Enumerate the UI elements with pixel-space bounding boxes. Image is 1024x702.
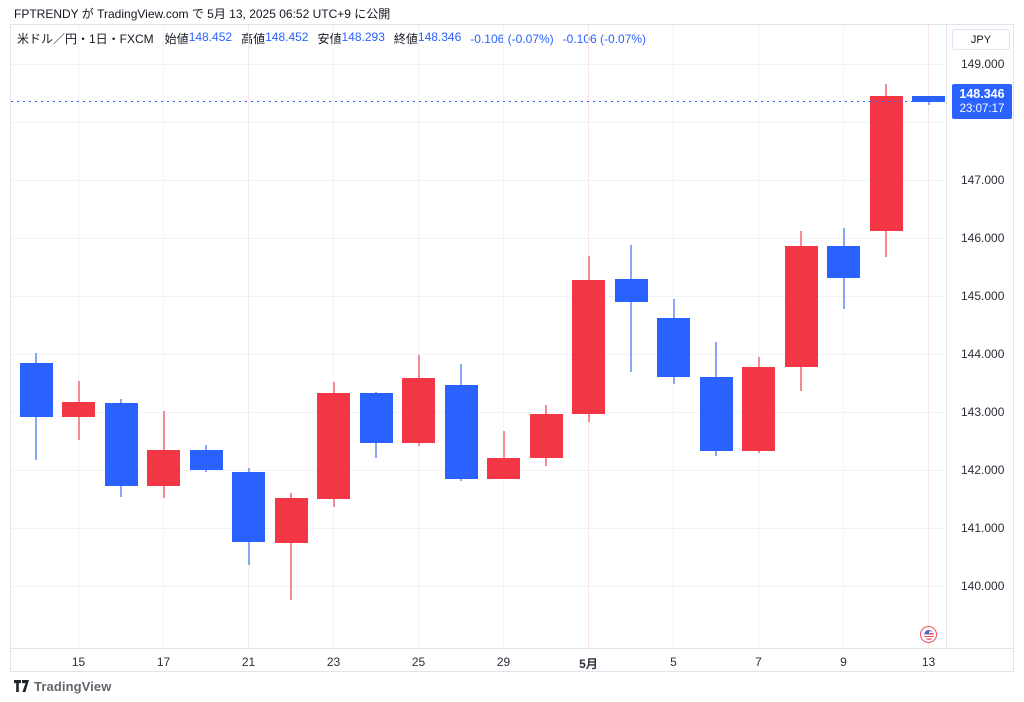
candle-body — [317, 393, 350, 500]
vertical-gridline — [78, 25, 79, 648]
ohlc-field-value: 148.346 — [417, 30, 462, 44]
tradingview-logo-text: TradingView — [34, 679, 112, 694]
currency-toggle-jpy[interactable]: JPY — [952, 29, 1010, 50]
time-axis-label: 9 — [840, 655, 847, 669]
ohlc-fields: 始値 148.452 高値 148.452 安値 148.293 終値 148.346 — [165, 30, 462, 47]
price-axis-label: 149.000 — [961, 56, 1005, 71]
candle-wick — [290, 492, 292, 600]
chart-pane[interactable]: 米ドル／円・1日・FXCM 始値 148.452 高値 148.452 安値 148.29… — [11, 25, 947, 648]
candle-body — [359, 393, 393, 443]
vertical-gridline — [248, 25, 249, 648]
price-axis-label: 140.000 — [961, 579, 1005, 594]
time-axis-label: 7 — [755, 655, 762, 669]
us-flag-canton — [923, 629, 929, 634]
price-axis-label: 144.000 — [961, 347, 1005, 361]
candle-body — [827, 246, 860, 279]
horizontal-gridline — [11, 528, 946, 530]
candle-body — [742, 367, 775, 451]
vertical-gridline — [333, 25, 334, 648]
candle-body — [19, 363, 53, 417]
candle-body — [487, 457, 520, 479]
vertical-gridline — [418, 25, 419, 648]
time-axis-label: 13 — [921, 655, 936, 669]
candle-body — [62, 401, 95, 417]
ohlc-field-value: 148.452 — [188, 30, 233, 44]
us-flag-event-icon[interactable] — [920, 626, 937, 643]
publish-attribution: FPTRENDY が TradingView.com で 5月 13, 2025… — [14, 7, 391, 21]
horizontal-gridline — [11, 237, 946, 239]
time-axis-label: 29 — [496, 655, 511, 669]
last-price-line — [11, 100, 946, 103]
horizontal-gridline — [11, 586, 946, 588]
price-axis[interactable]: JPY 148.346 23:07:17 149.000 147.000 146.0… — [948, 25, 1013, 648]
legend: 米ドル／円・1日・FXCM 始値 148.452 高値 148.452 安値 148.29… — [17, 30, 646, 47]
price-axis-label: 145.000 — [961, 288, 1005, 303]
ohlc-field: 終値 148.346 — [394, 30, 461, 47]
horizontal-gridline — [11, 295, 946, 297]
price-axis-label: 142.000 — [961, 463, 1005, 478]
candle-body — [869, 95, 903, 232]
time-axis-label: 5月 — [579, 657, 598, 671]
candle-body — [699, 376, 733, 451]
us-flag-stripes — [923, 629, 934, 640]
horizontal-gridline — [11, 63, 946, 65]
ohlc-field: 始値 148.452 — [165, 30, 232, 47]
candle-body — [189, 449, 223, 470]
horizontal-gridline — [11, 470, 946, 472]
horizontal-gridline — [11, 412, 946, 414]
time-axis-label: 21 — [241, 655, 256, 669]
time-axis-label: 25 — [411, 655, 426, 669]
ohlc-field: 安値 148.293 — [317, 30, 384, 47]
price-axis-label: 146.000 — [961, 230, 1005, 245]
ohlc-field-value: 148.293 — [341, 30, 385, 44]
chart-widget: 米ドル／円・1日・FXCM 始値 148.452 高値 148.452 安値 148.29… — [10, 24, 1014, 672]
vertical-gridline — [843, 25, 844, 648]
price-axis-label: 143.000 — [961, 405, 1005, 420]
ohlc-field-label: 安値 — [317, 32, 342, 46]
candle-body — [784, 246, 818, 368]
vertical-gridline — [758, 25, 759, 648]
horizontal-gridline — [11, 179, 946, 181]
symbol-title: 米ドル／円・1日・FXCM — [17, 32, 154, 46]
price-axis-label: 141.000 — [961, 521, 1005, 536]
ohlc-field-value: 148.452 — [265, 30, 309, 44]
candle-body — [402, 378, 435, 443]
time-axis-label: 23 — [326, 655, 341, 669]
horizontal-gridline — [11, 354, 946, 355]
ohlc-field-label: 終値 — [393, 32, 418, 46]
vertical-gridline — [503, 25, 504, 648]
time-axis-label: 17 — [156, 655, 171, 669]
candle-body — [147, 449, 180, 486]
candle-body — [232, 472, 265, 543]
vertical-gridline — [928, 25, 929, 648]
candle-body — [912, 95, 945, 102]
last-price-value: 148.346 — [959, 87, 1005, 102]
tradingview-logo[interactable]: TradingView — [14, 679, 111, 694]
change-value-secondary: -0.106 (-0.07%) — [562, 31, 647, 46]
candle-body — [274, 498, 308, 543]
candle-body — [529, 413, 563, 458]
time-axis-label: 15 — [71, 655, 86, 669]
candle-body — [572, 280, 605, 414]
last-price-label: 148.346 23:07:17 — [952, 84, 1012, 120]
change-value: -0.106 (-0.07%) — [470, 31, 554, 46]
bar-countdown: 23:07:17 — [959, 103, 1005, 116]
time-axis-label: 5 — [670, 655, 677, 669]
candle-body — [104, 402, 138, 486]
ohlc-field: 高値 148.452 — [241, 30, 308, 47]
vertical-gridline — [163, 25, 164, 648]
candle-body — [614, 278, 648, 303]
ohlc-field-label: 高値 — [241, 32, 266, 46]
price-axis-label: 147.000 — [961, 172, 1005, 187]
horizontal-gridline — [11, 121, 946, 123]
candle-wick — [630, 245, 632, 372]
candle-body — [657, 317, 690, 377]
tradingview-logo-icon — [14, 680, 29, 692]
ohlc-field-label: 始値 — [164, 32, 189, 46]
time-axis[interactable]: 15 17 21 23 25 29 5月 5 7 9 13 — [11, 648, 1013, 671]
candle-body — [444, 385, 478, 479]
candle-wick — [502, 430, 505, 479]
